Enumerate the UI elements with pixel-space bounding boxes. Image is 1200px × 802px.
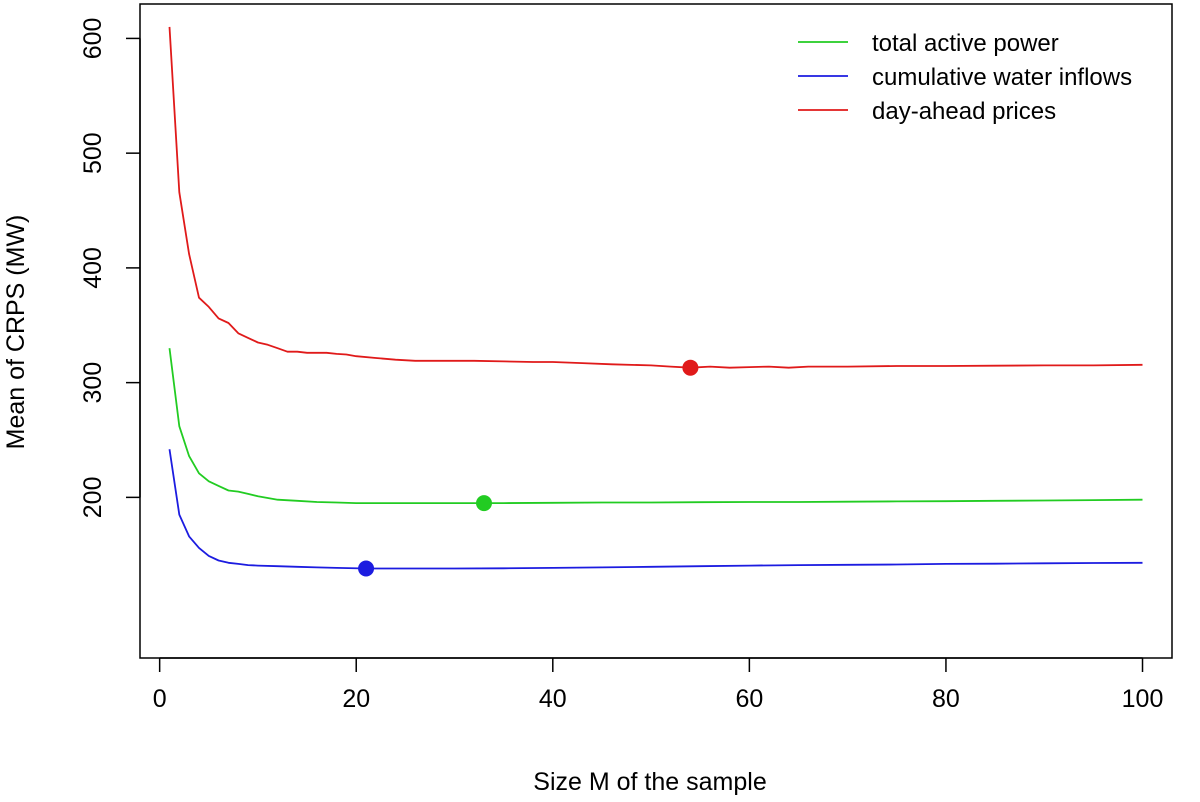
- series-marker-3: [682, 359, 699, 376]
- x-tick-label: 20: [342, 685, 370, 713]
- series-marker-1: [476, 495, 492, 512]
- legend: total active power cumulative water inflo…: [798, 30, 1132, 125]
- legend-item-1: total active power: [798, 30, 1059, 57]
- legend-item-2: cumulative water inflows: [798, 64, 1132, 91]
- series-markers: [358, 359, 699, 577]
- series-line-3: [168, 26, 1143, 369]
- y-tick-label: 500: [79, 132, 107, 174]
- x-axis: 0 20 40 60 80 100: [153, 657, 1164, 713]
- y-tick-label: 600: [79, 18, 107, 60]
- y-axis-title: Mean of CRPS (MW): [2, 215, 30, 450]
- series-line-1: [168, 348, 1143, 505]
- x-tick-label: 100: [1122, 685, 1164, 713]
- legend-label: day-ahead prices: [872, 98, 1056, 125]
- legend-label: cumulative water inflows: [872, 64, 1132, 91]
- series-line-2: [168, 449, 1143, 570]
- x-tick-label: 80: [932, 685, 960, 713]
- y-axis: 200 300 400 500 600: [79, 18, 141, 519]
- legend-item-3: day-ahead prices: [798, 98, 1056, 125]
- x-tick-label: 0: [153, 685, 167, 713]
- x-tick-label: 40: [539, 685, 567, 713]
- x-axis-title: Size M of the sample: [533, 768, 766, 796]
- y-tick-label: 400: [79, 247, 107, 289]
- y-tick-label: 300: [79, 362, 107, 404]
- series-marker-2: [358, 560, 375, 577]
- legend-label: total active power: [872, 30, 1059, 57]
- axes: 0 20 40 60 80 100 200 300 400 500 600: [79, 18, 1164, 713]
- x-tick-label: 60: [735, 685, 763, 713]
- y-tick-label: 200: [79, 477, 107, 519]
- series-lines: [168, 26, 1143, 570]
